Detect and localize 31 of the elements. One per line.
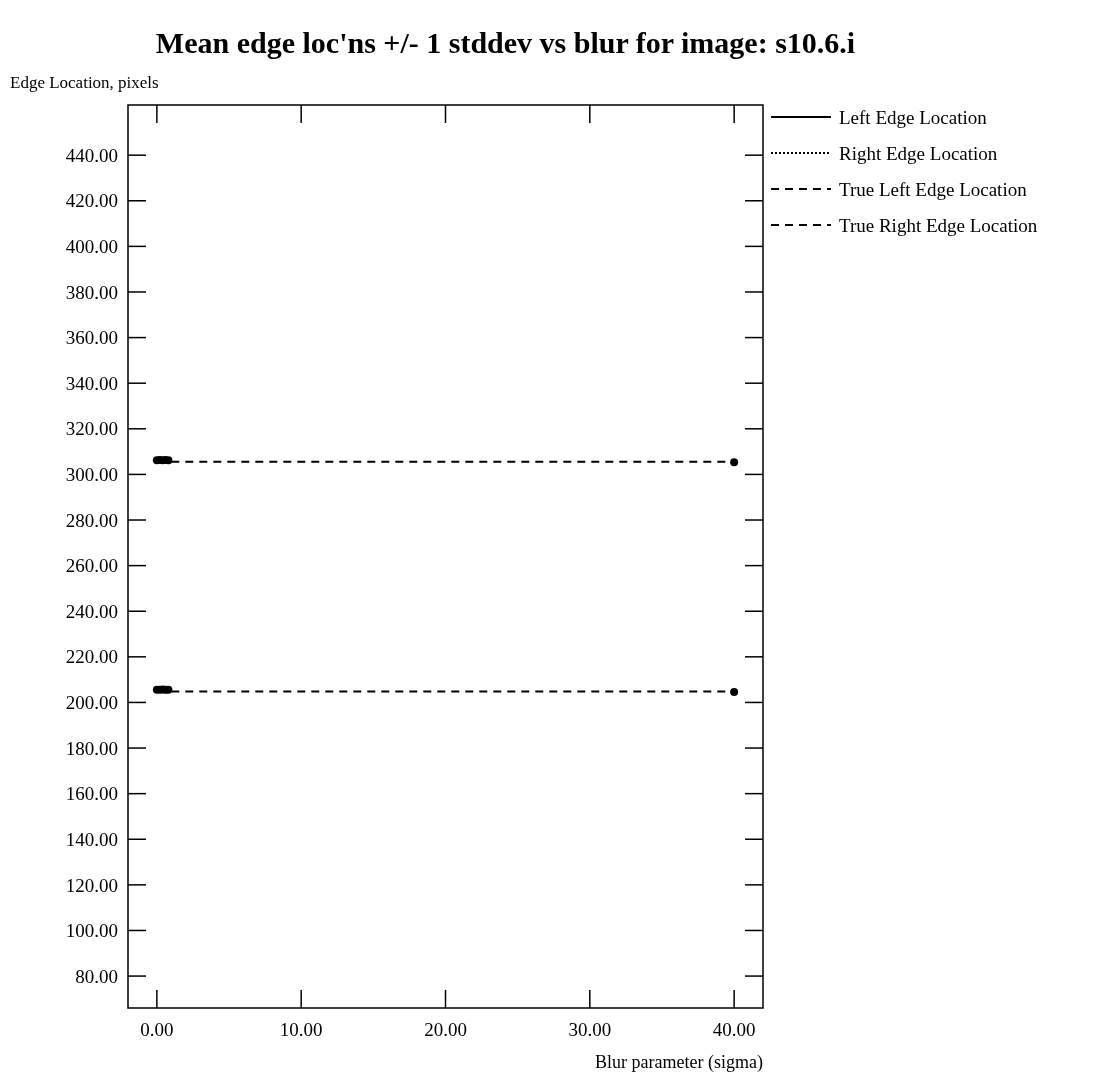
y-tick-label: 160.00 — [65, 783, 118, 805]
legend-label: True Right Edge Location — [839, 214, 1038, 236]
y-tick-label: 400.00 — [65, 236, 118, 258]
y-tick-label: 340.00 — [65, 372, 118, 394]
y-tick-label: 360.00 — [65, 327, 118, 349]
legend-label: Left Edge Location — [839, 106, 988, 128]
y-tick-label: 120.00 — [65, 874, 118, 896]
x-tick-label: 10.00 — [279, 1019, 323, 1040]
legend-label: True Left Edge Location — [839, 178, 1028, 200]
x-tick-label: 40.00 — [712, 1019, 756, 1040]
x-tick-label: 30.00 — [568, 1019, 612, 1040]
x-axis-title: Blur parameter (sigma) — [595, 1052, 763, 1073]
y-tick-label: 240.00 — [65, 600, 118, 622]
x-tick-label: 20.00 — [424, 1019, 467, 1040]
y-tick-label: 260.00 — [65, 555, 118, 577]
y-tick-label: 140.00 — [65, 828, 118, 850]
y-tick-label: 200.00 — [65, 692, 118, 714]
y-tick-label: 320.00 — [65, 418, 118, 440]
chart-title: Mean edge loc'ns +/- 1 stddev vs blur for image: s10.6.i — [155, 26, 856, 59]
y-tick-label: 440.00 — [65, 144, 118, 166]
y-axis-title: Edge Location, pixels — [10, 73, 159, 92]
y-tick-label: 380.00 — [65, 281, 118, 303]
y-tick-label: 300.00 — [65, 464, 118, 486]
y-tick-label: 180.00 — [65, 737, 118, 759]
legend-label: Right Edge Location — [839, 142, 998, 164]
y-tick-label: 420.00 — [65, 190, 118, 212]
y-tick-label: 100.00 — [65, 920, 118, 942]
y-tick-label: 220.00 — [65, 646, 118, 668]
y-tick-label: 280.00 — [65, 509, 118, 531]
x-tick-label: 0.00 — [140, 1019, 174, 1040]
y-tick-label: 80.00 — [75, 965, 118, 987]
